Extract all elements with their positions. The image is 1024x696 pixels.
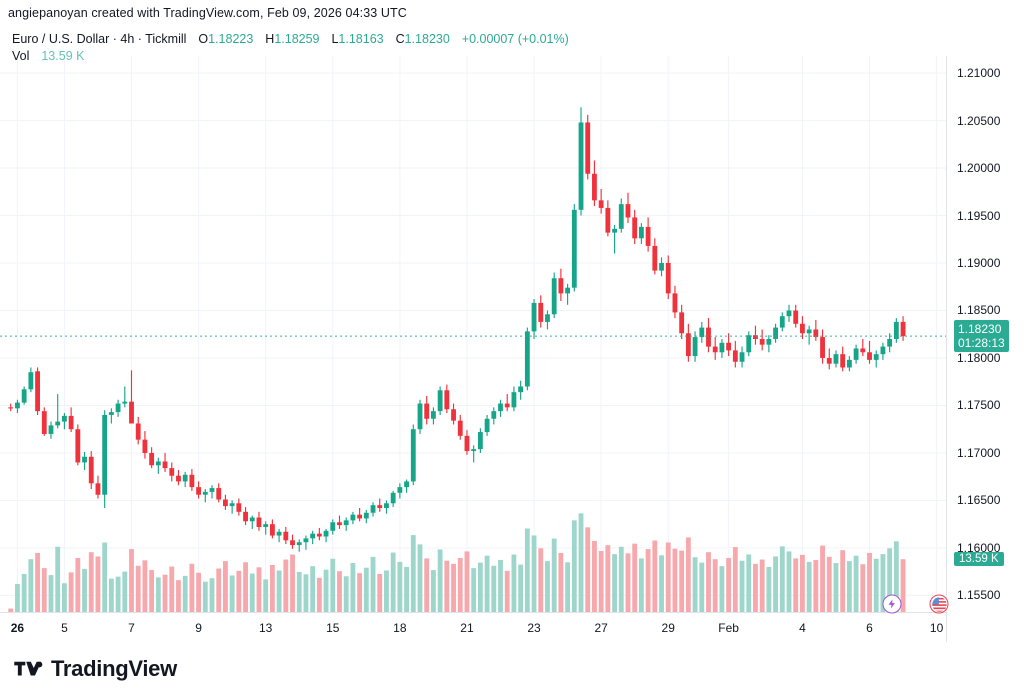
legend-change: +0.00007 (+0.01%): [461, 32, 569, 46]
price-axis[interactable]: 1.21000 1.20500 1.20000 1.19500 1.19000 1.185…: [946, 56, 1024, 642]
us-flag-icon: [931, 596, 947, 612]
tradingview-mark-icon: [14, 661, 43, 676]
legend-close-value: 1.18230: [404, 32, 450, 46]
price-axis-tick: 1.18000: [957, 350, 1001, 365]
legend-low-prefix: L: [331, 32, 339, 46]
legend-volume-label: Vol: [12, 49, 30, 63]
price-axis-tick: 1.21000: [957, 66, 1001, 81]
legend-volume-row: Vol 13.59 K: [12, 48, 569, 65]
current-price-value: 1.18230: [958, 322, 1002, 337]
legend-low-value: 1.18163: [338, 32, 384, 46]
chart-canvas-area[interactable]: [0, 56, 946, 612]
time-axis-tick: 18: [393, 621, 407, 635]
legend-separator-2: ·: [137, 32, 142, 46]
time-axis-tick: 7: [128, 621, 135, 635]
time-axis-tick: 10: [929, 621, 944, 635]
time-axis-tick: 6: [866, 621, 873, 635]
legend-open-value: 1.18223: [208, 32, 254, 46]
us-flag-marker-icon[interactable]: [929, 594, 949, 614]
tradingview-watermark: angiepanoyan created with TradingView.co…: [8, 6, 407, 20]
price-axis-tick: 1.16000: [957, 540, 1001, 555]
legend-exchange[interactable]: Tickmill: [145, 32, 187, 46]
legend-primary-row: Euro / U.S. Dollar · 4h · Tickmill O1.18…: [12, 31, 569, 48]
time-axis-tick: 15: [326, 621, 340, 635]
bar-countdown: 01:28:13: [958, 336, 1005, 351]
price-axis-tick: 1.19000: [957, 256, 1001, 271]
price-axis-tick: 1.18500: [957, 303, 1001, 318]
time-axis-tick: Feb: [718, 621, 739, 635]
price-axis-tick: 1.16500: [957, 493, 1001, 508]
price-axis-tick: 1.20000: [957, 161, 1001, 176]
time-axis-tick: 9: [195, 621, 202, 635]
price-axis-tick: 1.15500: [957, 588, 1001, 603]
time-axis-tick: 29: [661, 621, 675, 635]
time-axis-tick: 26: [10, 621, 25, 635]
tradingview-logo[interactable]: TradingView: [14, 656, 177, 682]
legend-separator-1: ·: [112, 32, 117, 46]
time-axis-tick: 5: [61, 621, 68, 635]
candlestick-plot[interactable]: [0, 56, 946, 612]
legend-volume-value: 13.59 K: [41, 49, 85, 63]
legend-symbol[interactable]: Euro / U.S. Dollar: [12, 32, 110, 46]
time-axis-tick: 21: [460, 621, 474, 635]
footer: TradingView: [0, 642, 1024, 696]
legend-high-prefix: H: [265, 32, 275, 46]
legend-interval[interactable]: 4h: [120, 32, 135, 46]
price-axis-tick: 1.17500: [957, 398, 1001, 413]
time-axis-tick: 27: [594, 621, 608, 635]
lightning-marker-icon[interactable]: [882, 594, 902, 614]
price-axis-tick: 1.19500: [957, 208, 1001, 223]
price-axis-tick: 1.20500: [957, 113, 1001, 128]
legend-close-prefix: C: [395, 32, 405, 46]
time-axis-tick: 13: [258, 621, 273, 635]
volume-badge[interactable]: 13.59 K: [954, 552, 1004, 567]
lightning-bolt-icon: [888, 599, 895, 609]
current-price-badge[interactable]: 1.18230 01:28:13: [954, 320, 1009, 353]
legend-open-prefix: O: [198, 32, 209, 46]
legend-high-value: 1.18259: [274, 32, 320, 46]
tradingview-wordmark: TradingView: [51, 656, 177, 681]
time-axis[interactable]: 26 5 7 9 13 15 18 21 23 27 29 Feb 4 6 10: [0, 612, 946, 643]
time-axis-tick: 23: [527, 621, 541, 635]
time-axis-tick: 4: [799, 621, 806, 635]
price-axis-tick: 1.17000: [957, 445, 1001, 460]
chart-legend: Euro / U.S. Dollar · 4h · Tickmill O1.18…: [12, 31, 569, 65]
